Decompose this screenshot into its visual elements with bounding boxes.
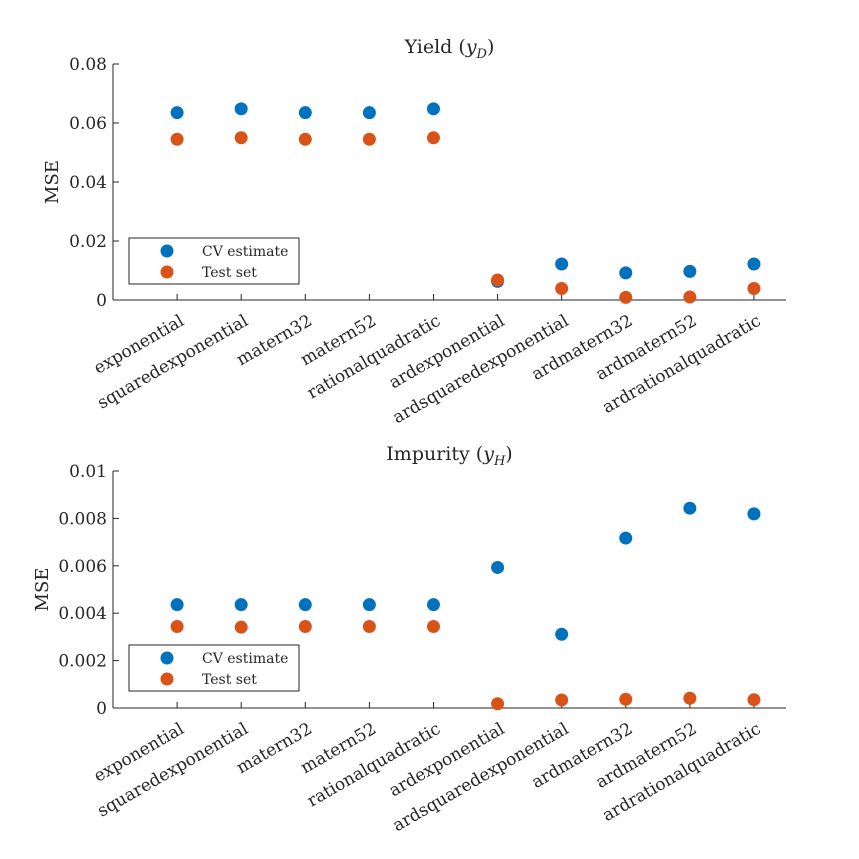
point-cv-estimate [683, 501, 697, 515]
point-test-set [491, 273, 505, 287]
chart-panel-1: 00.020.040.060.08exponentialsquaredexpon… [42, 36, 786, 428]
point-cv-estimate [426, 598, 440, 612]
point-cv-estimate [747, 507, 761, 521]
point-cv-estimate [234, 598, 248, 612]
legend-marker [160, 651, 174, 665]
point-cv-estimate [426, 102, 440, 116]
legend: CV estimate Test set [128, 237, 300, 285]
legend-marker [160, 244, 174, 258]
point-cv-estimate [234, 102, 248, 116]
point-test-set [362, 132, 376, 146]
point-test-set [491, 697, 505, 711]
legend-label: Test set [202, 265, 257, 281]
chart-title-close: ) [487, 36, 494, 58]
point-cv-estimate [362, 598, 376, 612]
chart-panel-2: 00.0020.0040.0060.0080.01exponentialsqua… [32, 443, 786, 836]
point-test-set [555, 281, 569, 295]
point-cv-estimate [619, 531, 633, 545]
y-tick-label: 0.04 [69, 173, 107, 193]
y-tick-label: 0.006 [58, 557, 107, 577]
point-cv-estimate [747, 257, 761, 271]
y-tick-label: 0.01 [69, 462, 107, 482]
legend-marker [160, 265, 174, 279]
chart-title: Impurity (yH) [386, 443, 512, 469]
y-tick-label: 0.06 [69, 114, 107, 134]
point-test-set [683, 290, 697, 304]
chart-title-text: Yield ( [404, 36, 466, 58]
point-test-set [298, 132, 312, 146]
chart-title-subscript: H [493, 454, 506, 469]
point-test-set [683, 691, 697, 705]
legend-box [128, 644, 300, 692]
y-axis-label: MSE [32, 568, 53, 612]
legend-label: Test set [202, 672, 257, 688]
y-tick-label: 0.002 [58, 652, 107, 672]
point-test-set [426, 131, 440, 145]
point-test-set [619, 290, 633, 304]
legend-box [128, 237, 300, 285]
point-test-set [234, 620, 248, 634]
y-tick-label: 0.08 [69, 55, 107, 75]
point-test-set [426, 619, 440, 633]
point-cv-estimate [298, 106, 312, 120]
point-cv-estimate [170, 106, 184, 120]
chart-title-variable: y [482, 443, 494, 465]
point-test-set [170, 132, 184, 146]
point-cv-estimate [683, 264, 697, 278]
y-tick-label: 0.004 [58, 604, 107, 624]
point-cv-estimate [170, 598, 184, 612]
y-tick-label: 0.008 [58, 509, 107, 529]
point-test-set [362, 619, 376, 633]
point-test-set [234, 131, 248, 145]
legend-label: CV estimate [202, 651, 288, 667]
chart-title: Yield (yD) [404, 36, 495, 62]
legend-label: CV estimate [202, 244, 288, 260]
y-tick-label: 0.02 [69, 232, 107, 252]
chart-title-subscript: D [476, 47, 488, 62]
point-cv-estimate [362, 106, 376, 120]
point-cv-estimate [555, 627, 569, 641]
y-axis-label: MSE [42, 160, 63, 204]
point-cv-estimate [619, 266, 633, 280]
point-test-set [170, 619, 184, 633]
point-cv-estimate [491, 560, 505, 574]
chart-title-text: Impurity ( [386, 443, 483, 465]
y-tick-label: 0 [96, 699, 107, 719]
legend: CV estimate Test set [128, 644, 300, 692]
chart-title-close: ) [505, 443, 512, 465]
chart-title-variable: y [465, 36, 477, 58]
point-cv-estimate [555, 257, 569, 271]
point-test-set [298, 619, 312, 633]
point-cv-estimate [298, 598, 312, 612]
y-tick-label: 0 [96, 291, 107, 311]
legend-marker [160, 672, 174, 686]
point-test-set [747, 693, 761, 707]
point-test-set [747, 281, 761, 295]
point-test-set [619, 692, 633, 706]
point-test-set [555, 693, 569, 707]
